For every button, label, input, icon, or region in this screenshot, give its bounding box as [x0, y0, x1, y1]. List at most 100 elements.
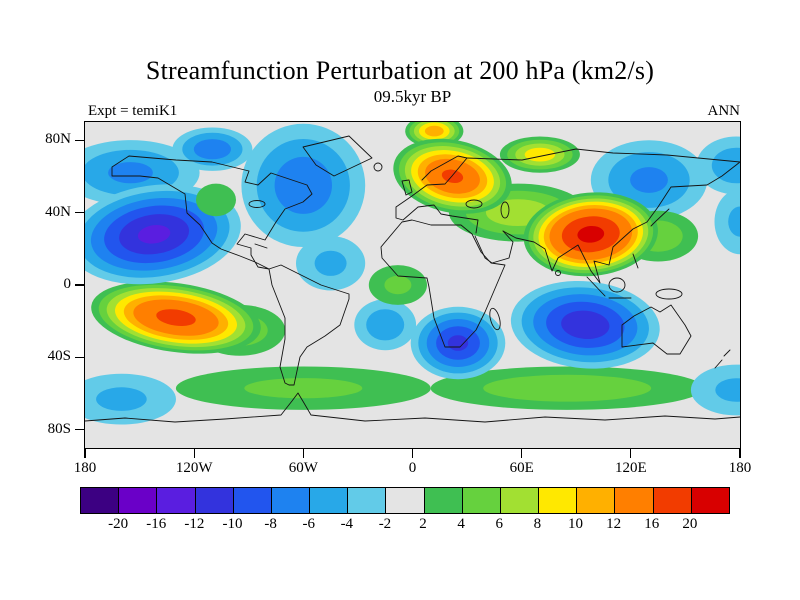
lon-tick-label: 0: [408, 460, 417, 476]
great-lakes: [248, 200, 266, 208]
coast-new-zealand: [714, 349, 731, 369]
anomaly-north-pacific: [137, 225, 171, 244]
colorbar-tick-label: 20: [682, 516, 698, 532]
lat-tick-label: 80N: [45, 131, 71, 148]
coast-greenland: [302, 135, 373, 177]
colorbar-tick-label: -16: [146, 516, 167, 532]
colorbar-tick-label: -8: [264, 516, 277, 532]
colorbar-tick-label: -2: [378, 516, 392, 532]
colorbar-tick-label: 12: [606, 516, 622, 532]
coast-asia: [466, 148, 740, 284]
colorbar-tick-label: -20: [108, 516, 129, 532]
anomaly-north-atlantic-arctic: [274, 156, 332, 214]
lat-tick-label: 80S: [47, 420, 71, 437]
anomaly-south-pacific: [156, 309, 196, 326]
colorbar-tick-label: -4: [340, 516, 354, 532]
map-frame: [84, 121, 741, 449]
lat-tick-label: 40S: [47, 348, 71, 365]
colorbar-tick-label: -6: [302, 516, 315, 532]
lon-tick-label: 60E: [509, 460, 534, 476]
anomaly-northeast-asia: [630, 167, 668, 193]
colorbar-tick-label: -12: [184, 516, 205, 532]
coast-philippines: [632, 253, 639, 269]
coast-australia: [621, 304, 692, 355]
colorbar-cell: [348, 488, 387, 513]
colorbar-tick-label: 10: [568, 516, 584, 532]
colorbar-cell: [157, 488, 196, 513]
season-label: ANN: [707, 103, 741, 119]
coast-antarctica: [85, 392, 740, 423]
coast-europe: [395, 155, 479, 234]
lat-tick: [75, 139, 84, 141]
lon-tick: [84, 449, 86, 458]
colorbar-cell: [500, 488, 540, 513]
colorbar-cell: [386, 488, 425, 513]
colorbar-cell: [615, 488, 654, 513]
coastlines: [85, 135, 740, 423]
anomaly-west-canada-green: [196, 183, 236, 217]
lon-tick-label: 180: [73, 460, 97, 476]
anomaly-south-pacific-corner: [96, 387, 147, 411]
anomaly-southeast-corner: [715, 378, 740, 402]
anomaly-south-atlantic: [366, 309, 405, 341]
lat-tick: [75, 284, 84, 286]
colorbar-cell: [539, 488, 578, 513]
colorbar-cell: [691, 488, 729, 513]
anomaly-europe: [441, 169, 464, 184]
colorbar-tick-label: 16: [644, 516, 660, 532]
lon-tick-label: 120E: [614, 460, 647, 476]
lat-tick: [75, 211, 84, 214]
contour-map: [85, 122, 740, 448]
anomaly-arctic-canada: [193, 139, 231, 160]
colorbar-cell: [119, 488, 158, 513]
chart-title: Streamfunction Perturbation at 200 hPa (…: [145, 56, 655, 85]
coast-borneo: [608, 277, 626, 293]
experiment-label: Expt = temiK1: [88, 103, 178, 119]
coast-new-guinea: [655, 288, 683, 300]
colorbar-tick-label: 6: [495, 516, 504, 532]
lon-tick: [521, 449, 523, 458]
coast-sri-lanka: [555, 270, 561, 276]
colorbar-tick-label: 8: [533, 516, 542, 532]
colorbar-tick-label: 2: [419, 516, 427, 532]
anomaly-southern-ocean-band-east: [483, 374, 652, 402]
lon-tick-label: 180: [728, 460, 752, 476]
colorbar-cell: [462, 488, 501, 513]
lat-tick: [75, 429, 84, 431]
colorbar: [80, 487, 730, 514]
anomaly-southern-africa: [447, 335, 469, 351]
lon-tick: [739, 449, 741, 458]
lat-tick-label: 0: [63, 276, 72, 292]
coast-arabia: [474, 230, 514, 264]
coast-japan: [650, 208, 670, 227]
caspian-sea: [500, 201, 510, 219]
lon-tick-label: 120W: [175, 460, 213, 476]
colorbar-cell: [81, 488, 120, 513]
colorbar-cell: [271, 488, 311, 513]
lon-tick: [193, 449, 195, 458]
anomaly-south-indian-ocean: [561, 310, 610, 340]
anomaly-arctic-top: [424, 125, 444, 137]
contour-blobs: [85, 122, 740, 425]
lat-tick-label: 40N: [45, 203, 71, 220]
lat-tick: [75, 356, 84, 359]
colorbar-cell: [653, 488, 692, 513]
colorbar-cell: [195, 488, 234, 513]
chart-subtitle: 09.5kyr BP: [373, 87, 452, 106]
coast-british-isles: [401, 179, 413, 196]
anomaly-northwest-pacific-edge: [714, 189, 740, 255]
coast-south-america: [268, 264, 350, 386]
anomaly-tropical-north-atlantic: [314, 250, 347, 276]
lon-tick: [630, 449, 632, 458]
lon-tick-label: 60W: [288, 460, 318, 476]
colorbar-cell: [233, 488, 272, 513]
anomaly-equatorial-atlantic: [384, 275, 412, 295]
colorbar-cell: [577, 488, 616, 513]
colorbar-cell: [424, 488, 463, 513]
colorbar-tick-label: 4: [457, 516, 465, 532]
coast-cuba: [254, 243, 268, 249]
anomaly-southern-ocean-band-west: [244, 378, 363, 399]
lon-tick: [302, 449, 304, 458]
anomaly-northwest-pacific-edge: [728, 206, 740, 237]
